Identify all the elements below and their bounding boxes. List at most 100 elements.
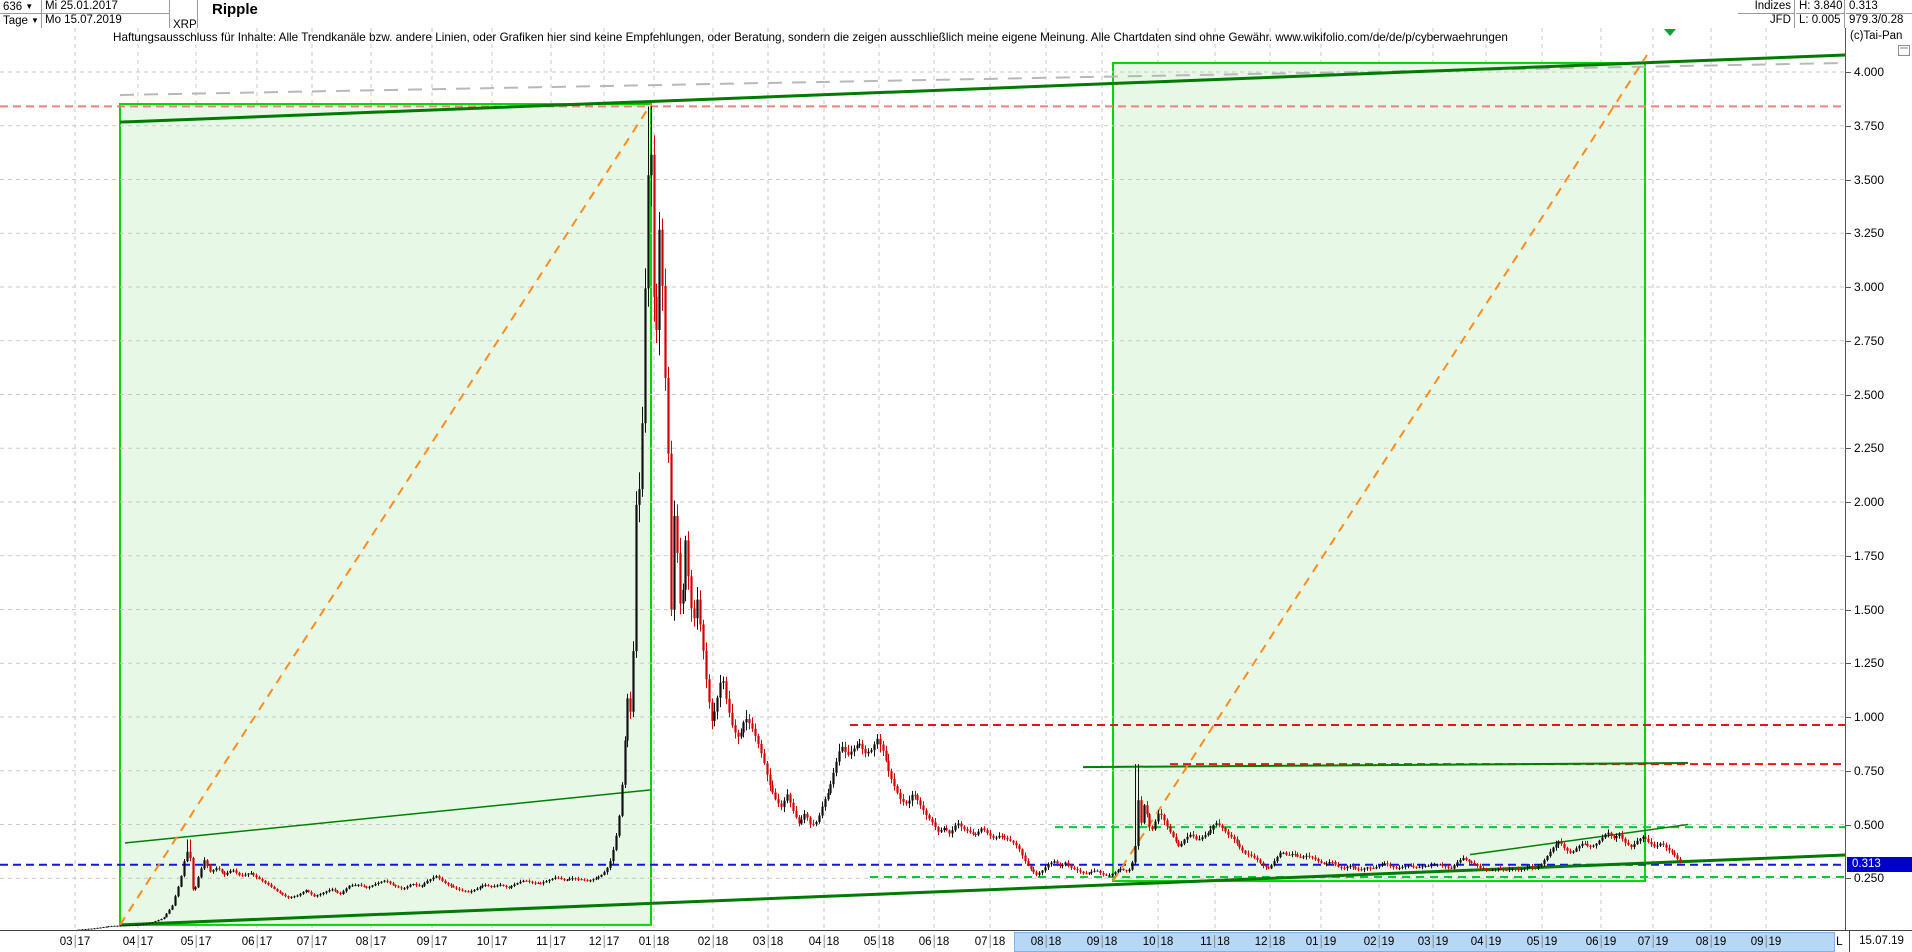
date-tick-label: 07 17 — [296, 935, 328, 948]
date-from-value: Mi 25.01.2017 — [45, 0, 118, 12]
date-tick-label: 08 18 — [1030, 935, 1062, 948]
period-value: Tage — [3, 15, 28, 27]
date-tick-label: 12 18 — [1254, 935, 1286, 948]
date-from-field[interactable]: Mi 25.01.2017 — [42, 0, 170, 14]
date-tick-label: 04 17 — [122, 935, 154, 948]
green-resistance-2018 — [1082, 762, 1689, 769]
date-tick-label: 08 19 — [1695, 935, 1727, 948]
date-tick-label: 09 18 — [1086, 935, 1118, 948]
date-tick-mark — [1652, 935, 1654, 948]
orange-channel-2019 — [1112, 54, 1648, 882]
date-tick-mark — [74, 935, 76, 948]
date-tick-mark — [1269, 935, 1271, 948]
price-tick-label: 3.000 — [1846, 280, 1884, 294]
price-tick-label: 3.750 — [1846, 119, 1884, 133]
date-tick-label: 02 18 — [697, 935, 729, 948]
up-candle-bodies — [76, 154, 1662, 930]
date-tick-label: 06 19 — [1585, 935, 1617, 948]
green-support-channel — [119, 853, 1845, 927]
date-tick-label: 04 19 — [1470, 935, 1502, 948]
price-tick-label: 1.000 — [1846, 710, 1884, 724]
date-to-field[interactable]: Mo 15.07.2019 — [42, 14, 170, 28]
price-tick-label: 0.500 — [1846, 818, 1884, 832]
date-tick-mark — [1600, 935, 1602, 948]
price-tick-label: 2.000 — [1846, 495, 1884, 509]
taipan-watermark: (c)Tai-Pan — [1850, 30, 1903, 42]
date-axis[interactable]: L 15.07.19 03 17 04 17 05 17 06 17 07 17 08 17 09 17 1… — [0, 930, 1912, 952]
date-tick-label: 06 18 — [918, 935, 950, 948]
date-tick-mark — [712, 935, 714, 948]
date-tick-mark — [933, 935, 935, 948]
date-tick-label: 04 18 — [808, 935, 840, 948]
page-title: Ripple — [212, 1, 258, 18]
date-tick-mark — [311, 935, 313, 948]
date-tick-label: 02 19 — [1363, 935, 1395, 948]
chart-plot-area[interactable]: Haftungsausschluss für Inhalte: Alle Tre… — [0, 28, 1845, 930]
price-tick-label: 2.500 — [1846, 388, 1884, 402]
date-tick-label: 01 18 — [638, 935, 670, 948]
marker-triangle-icon — [1664, 29, 1676, 36]
date-tick-label: 03 18 — [752, 935, 784, 948]
period-dropdown[interactable]: Tage ▼ — [0, 14, 42, 28]
date-tick-mark — [1765, 935, 1767, 948]
symbol-cell: XRP — [170, 0, 198, 28]
date-tick-mark — [370, 935, 372, 948]
date-tick-mark — [1541, 935, 1543, 948]
date-tick-mark — [195, 935, 197, 948]
candlestick-chart — [0, 28, 1845, 930]
chevron-down-icon: ▼ — [25, 2, 34, 11]
green-trend-2017 — [124, 789, 652, 844]
date-tick-mark — [1710, 935, 1712, 948]
date-tick-label: 06 17 — [241, 935, 273, 948]
date-tick-mark — [1101, 935, 1103, 948]
date-tick-mark — [431, 935, 433, 948]
date-tick-label: 05 18 — [863, 935, 895, 948]
symbol-value: XRP — [173, 19, 197, 28]
date-tick-label: 12 17 — [588, 935, 620, 948]
bars-count-dropdown[interactable]: 636 ▼ — [0, 0, 42, 14]
date-tick-mark — [1320, 935, 1322, 948]
price-axis[interactable]: (c)Tai-Pan 0.313 4.000 3.750 3.500 3.250 3.0… — [1845, 28, 1912, 930]
date-tick-mark — [550, 935, 552, 948]
date-tick-mark — [491, 935, 493, 948]
last-date-box: 15.07.19 — [1849, 931, 1912, 952]
date-tick-mark — [1045, 935, 1047, 948]
date-tick-label: 11 18 — [1200, 935, 1230, 948]
green-upper-channel — [119, 53, 1845, 124]
price-tick-label: 0.250 — [1846, 871, 1884, 885]
price-tick-label: 0.750 — [1846, 764, 1884, 778]
green-trend-2019 — [1469, 823, 1689, 856]
date-tick-label: 08 17 — [355, 935, 387, 948]
date-tick-label: 09 19 — [1750, 935, 1782, 948]
date-tick-label: 10 17 — [476, 935, 508, 948]
last-value: 0.313 — [1846, 0, 1912, 14]
date-tick-label: 01 19 — [1305, 935, 1337, 948]
chevron-down-icon: ▼ — [30, 16, 39, 25]
scale-mode-toggle[interactable]: L — [1836, 934, 1843, 948]
low-value: L: 0.005 — [1796, 14, 1845, 28]
date-tick-mark — [1432, 935, 1434, 948]
price-tick-label: 3.500 — [1846, 173, 1884, 187]
date-tick-label: 07 19 — [1637, 935, 1669, 948]
date-tick-label: 09 17 — [416, 935, 448, 948]
down-candle-bodies — [189, 154, 1682, 898]
date-tick-mark — [1214, 935, 1216, 948]
disclaimer-text: Haftungsausschluss für Inhalte: Alle Tre… — [113, 31, 1508, 44]
date-tick-mark — [256, 935, 258, 948]
datasource-row1: Indizes — [1738, 0, 1795, 14]
date-tick-label: 10 18 — [1142, 935, 1174, 948]
date-tick-label: 11 17 — [536, 935, 566, 948]
price-tick-label: 1.250 — [1846, 656, 1884, 670]
current-price-badge: 0.313 — [1847, 856, 1912, 872]
price-tick-label: 1.500 — [1846, 603, 1884, 617]
date-tick-mark — [653, 935, 655, 948]
window-restore-icon[interactable] — [1898, 45, 1910, 56]
price-tick-label: 2.750 — [1846, 334, 1884, 348]
date-tick-mark — [603, 935, 605, 948]
date-tick-mark — [1157, 935, 1159, 948]
datasource-row2: JFD — [1738, 14, 1795, 28]
date-tick-mark — [989, 935, 991, 948]
high-value: H: 3.840 — [1796, 0, 1845, 14]
volume-value: 979.3/0.28 — [1846, 14, 1912, 28]
